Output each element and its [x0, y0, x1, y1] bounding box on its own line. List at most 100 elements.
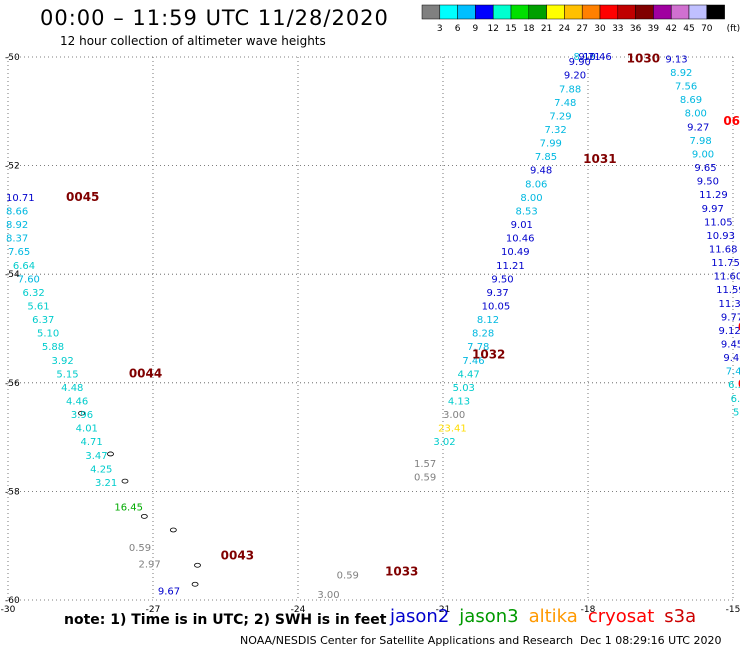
- wave-height-value: 10.71: [6, 193, 35, 204]
- wave-height-value: 7.99: [540, 139, 562, 150]
- wave-height-value: 11.21: [496, 261, 525, 272]
- wave-height-value: 5.03: [453, 383, 475, 394]
- pass-time-label: 06: [738, 320, 740, 334]
- wave-height-value: 7.78: [467, 342, 489, 353]
- wave-height-value: 7.42: [726, 367, 740, 378]
- wave-height-value: 9.50: [697, 177, 719, 188]
- wave-height-value: 4.01: [76, 424, 98, 435]
- wave-height-value: 7.46: [462, 356, 484, 367]
- colorbar-label: 15: [505, 24, 516, 34]
- wave-height-value: 11.75: [711, 258, 740, 269]
- wave-height-value: 7.56: [675, 82, 697, 93]
- wave-height-value: 9.77: [721, 312, 740, 323]
- pass-time-label: 1030: [627, 51, 660, 65]
- wave-height-value: 9.00: [692, 149, 714, 160]
- colorbar-label: 33: [612, 24, 623, 34]
- colorbar: 3 6 9 12 15 18 21 24 27 30 33 36 39 42 45 70 (ft): [421, 4, 740, 34]
- wave-height-value: 8.00: [685, 109, 707, 120]
- colorbar-label: 12: [487, 24, 498, 34]
- wave-height-value: 9.97: [702, 204, 724, 215]
- wave-height-value: 4.47: [458, 369, 480, 380]
- satellite-legend-item: jason3: [459, 606, 519, 627]
- wave-height-value: 10.46: [506, 234, 535, 245]
- wave-height-value: 9.27: [687, 122, 709, 133]
- wave-height-value: 7.98: [690, 136, 712, 147]
- satellite-legend-item: s3a: [664, 606, 697, 627]
- island-outline: [191, 581, 199, 587]
- wave-height-value: 7.85: [535, 152, 557, 163]
- island-outline: [194, 562, 201, 568]
- colorbar-label: 18: [523, 24, 535, 34]
- wave-height-value: 0.59: [337, 570, 359, 581]
- wave-height-value: 8.00: [520, 193, 542, 204]
- colorbar-swatch: [706, 4, 725, 20]
- wave-height-value: 11.05: [704, 217, 733, 228]
- wave-height-value: 23.41: [438, 424, 467, 435]
- colorbar-unit: (ft): [727, 24, 740, 34]
- wave-height-value: 9.90: [569, 57, 591, 68]
- wave-height-value: 8.37: [6, 234, 28, 245]
- colorbar-label: 3: [437, 24, 443, 34]
- wave-height-value: 4.71: [81, 437, 103, 448]
- wave-height-value: 9.48: [530, 166, 552, 177]
- wave-height-value: 9.49: [723, 353, 740, 364]
- wave-height-value: 10.46: [583, 52, 612, 63]
- pass-time-label: 1032: [472, 347, 505, 361]
- wave-height-value: 5.48: [733, 407, 740, 418]
- wave-height-value: 9.45: [721, 340, 740, 351]
- wave-height-value: 4.48: [61, 383, 83, 394]
- wave-height-value: 4.13: [448, 397, 470, 408]
- wave-height-value: 8.92: [6, 220, 28, 231]
- wave-height-value: 9.65: [694, 163, 716, 174]
- pass-time-label: 0045: [66, 190, 99, 204]
- x-tick-label: -30: [1, 605, 16, 615]
- island-outline: [78, 410, 85, 416]
- colorbar-label: 45: [683, 24, 694, 34]
- wave-height-value: 11.29: [699, 190, 728, 201]
- satellite-legend-item: altika: [528, 606, 578, 627]
- wave-height-value: 3.47: [85, 451, 107, 462]
- wave-height-value: 7.48: [554, 98, 576, 109]
- wave-height-value: 0.59: [129, 543, 151, 554]
- footer-note: note: 1) Time is in UTC; 2) SWH is in fe…: [64, 612, 387, 628]
- chart-subtitle: 12 hour collection of altimeter wave hei…: [60, 34, 326, 48]
- wave-height-value: 8.12: [477, 315, 499, 326]
- wave-height-value: 10.49: [501, 247, 530, 258]
- satellite-legend-item: jason2: [390, 606, 450, 627]
- x-tick-label: -18: [581, 605, 596, 615]
- pass-time-label: 0: [738, 377, 740, 391]
- wave-height-value: 8.66: [6, 206, 28, 217]
- island-outline: [121, 478, 129, 484]
- wave-height-value: 9.20: [564, 71, 586, 82]
- wave-height-value: 5.61: [27, 301, 49, 312]
- wave-height-value: 6.37: [32, 315, 54, 326]
- wave-height-value: 6.32: [23, 288, 45, 299]
- y-tick-label: -58: [5, 487, 20, 497]
- wave-height-value: 6.59: [728, 380, 740, 391]
- colorbar-label: 9: [473, 24, 479, 34]
- x-tick-label: -15: [726, 605, 740, 615]
- pass-time-label: 1033: [385, 565, 418, 579]
- wave-height-value: 5.10: [37, 329, 59, 340]
- wave-height-value: 8.92: [670, 68, 692, 79]
- y-tick-label: -52: [5, 162, 20, 172]
- colorbar-label: 36: [630, 24, 642, 34]
- y-tick-label: -60: [5, 596, 20, 606]
- colorbar-label: 21: [541, 24, 552, 34]
- y-tick-label: -50: [5, 53, 20, 63]
- x-tick-label: -21: [436, 605, 451, 615]
- colorbar-label: 70: [701, 24, 713, 34]
- wave-height-value: 3.00: [317, 590, 339, 601]
- x-tick-label: -24: [291, 605, 306, 615]
- wave-height-value: 4.25: [90, 464, 112, 475]
- wave-height-value: 7.65: [8, 247, 30, 258]
- wave-height-value: 6.64: [13, 261, 35, 272]
- wave-height-value: 11.59: [716, 285, 740, 296]
- wave-height-value: 7.29: [549, 111, 571, 122]
- colorbar-label: 6: [455, 24, 461, 34]
- pass-time-label: 1031: [583, 152, 616, 166]
- wave-height-value: 8.28: [472, 329, 494, 340]
- colorbar-label: 24: [559, 24, 571, 34]
- island-outline: [140, 514, 148, 519]
- pass-time-label: 0044: [129, 366, 162, 380]
